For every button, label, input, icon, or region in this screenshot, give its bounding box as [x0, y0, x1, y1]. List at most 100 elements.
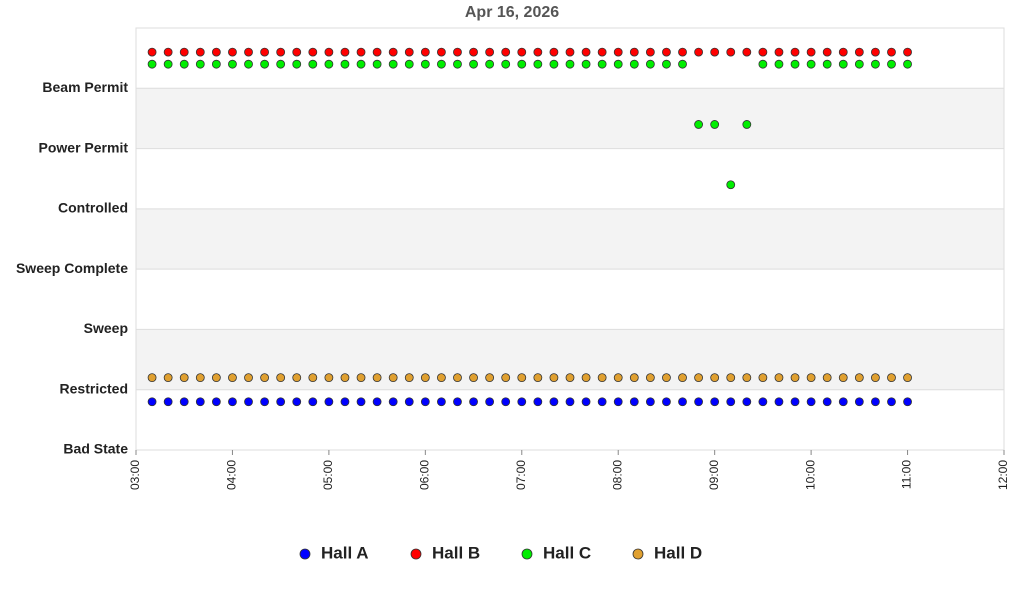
data-point	[662, 373, 671, 383]
data-point	[742, 47, 752, 57]
x-tick-label: 10:00	[803, 460, 817, 490]
data-point	[597, 47, 607, 57]
data-point	[854, 373, 864, 383]
data-point	[453, 373, 462, 383]
data-point	[244, 373, 253, 383]
data-point	[356, 59, 366, 69]
data-point	[774, 397, 784, 407]
chart-title: Apr 16, 2026	[465, 4, 559, 21]
data-point	[324, 47, 334, 57]
x-tick-label: 05:00	[321, 460, 335, 490]
data-point	[244, 397, 253, 407]
data-point	[758, 373, 768, 383]
data-point	[517, 373, 527, 383]
data-point	[758, 59, 768, 69]
x-tick-label: 11:00	[900, 460, 914, 489]
data-point	[501, 397, 511, 407]
data-point	[774, 373, 784, 383]
data-point	[838, 59, 848, 69]
data-point	[710, 373, 720, 383]
data-point	[244, 59, 253, 69]
data-point	[211, 397, 221, 407]
data-point	[533, 59, 543, 69]
data-point	[903, 47, 912, 57]
y-tick-label: Beam Permit	[42, 79, 128, 95]
data-point	[581, 47, 591, 57]
data-point	[613, 397, 623, 407]
data-point	[790, 59, 800, 69]
data-point	[453, 59, 462, 69]
data-point	[645, 373, 655, 383]
data-point	[292, 59, 302, 69]
data-point	[678, 59, 687, 69]
legend-marker	[410, 548, 422, 560]
data-point	[581, 59, 591, 69]
data-point	[549, 47, 559, 57]
data-point	[581, 397, 591, 407]
data-point	[854, 47, 864, 57]
data-point	[420, 373, 430, 383]
data-point	[742, 397, 752, 407]
data-point	[710, 47, 720, 57]
data-point	[276, 59, 286, 69]
data-point	[260, 47, 269, 57]
data-point	[372, 397, 382, 407]
data-point	[822, 47, 832, 57]
legend-marker	[521, 548, 533, 560]
data-point	[420, 59, 430, 69]
data-point	[195, 397, 205, 407]
data-point	[244, 47, 253, 57]
data-point	[485, 397, 495, 407]
data-point	[549, 397, 559, 407]
data-point	[308, 59, 318, 69]
data-point	[613, 373, 623, 383]
data-point	[597, 397, 607, 407]
data-point	[308, 373, 318, 383]
data-point	[469, 373, 478, 383]
data-point	[581, 373, 591, 383]
data-point	[790, 397, 800, 407]
data-point	[678, 397, 687, 407]
data-point	[404, 373, 414, 383]
data-point	[758, 47, 768, 57]
data-point	[228, 397, 237, 407]
data-point	[308, 397, 318, 407]
data-point	[629, 47, 639, 57]
data-point	[485, 373, 495, 383]
data-point	[485, 47, 495, 57]
data-point	[501, 373, 511, 383]
data-point	[388, 59, 398, 69]
data-point	[838, 47, 848, 57]
data-point	[372, 47, 382, 57]
data-point	[517, 397, 527, 407]
data-point	[694, 47, 703, 57]
data-point	[726, 397, 736, 407]
data-point	[404, 47, 414, 57]
data-point	[694, 397, 703, 407]
data-point	[806, 397, 816, 407]
data-point	[308, 47, 318, 57]
data-point	[356, 47, 366, 57]
data-point	[147, 373, 157, 383]
data-point	[453, 397, 462, 407]
x-tick-label: 12:00	[996, 460, 1010, 490]
data-point	[871, 47, 880, 57]
data-point	[887, 47, 896, 57]
data-point	[179, 59, 189, 69]
band	[136, 208, 1004, 270]
data-point	[533, 397, 543, 407]
data-point	[629, 59, 639, 69]
data-point	[469, 47, 478, 57]
data-point	[662, 47, 671, 57]
data-point	[565, 373, 575, 383]
data-point	[533, 47, 543, 57]
data-point	[871, 59, 880, 69]
data-point	[806, 59, 816, 69]
data-point	[469, 397, 478, 407]
data-point	[758, 397, 768, 407]
data-point	[565, 59, 575, 69]
y-tick-label: Sweep Complete	[16, 260, 128, 276]
data-point	[324, 373, 334, 383]
data-point	[388, 397, 398, 407]
